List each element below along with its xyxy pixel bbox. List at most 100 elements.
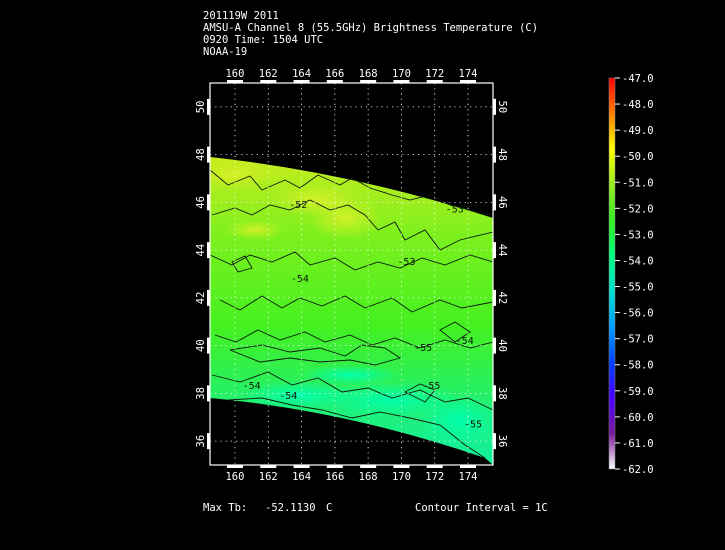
lon-label-bottom: 174: [459, 471, 478, 483]
lat-tick-left: [207, 289, 210, 306]
contour-label: -53: [446, 205, 464, 216]
title-line-4: NOAA-19: [203, 46, 248, 58]
lon-label-top: 170: [392, 68, 411, 80]
contour-lines: [210, 169, 493, 459]
lon-tick-bottom: [326, 465, 343, 468]
lat-label-left: 50: [195, 101, 207, 114]
contour-line: [210, 169, 493, 216]
lon-label-bottom: 164: [292, 471, 311, 483]
lat-tick-right: [493, 98, 496, 115]
contour-line: [439, 321, 471, 343]
colorbar-label: -52.0: [622, 203, 654, 215]
lon-label-top: 172: [425, 68, 444, 80]
lon-label-bottom: 172: [425, 471, 444, 483]
title-line-2: AMSU-A Channel 8 (55.5GHz) Brightness Te…: [203, 22, 539, 34]
max-tb-value: -52.1130: [265, 502, 316, 514]
lon-tick-top: [260, 80, 277, 83]
lon-tick-bottom: [226, 465, 243, 468]
lat-label-right: 36: [496, 435, 508, 448]
lon-tick-bottom: [260, 465, 277, 468]
lat-tick-right: [493, 242, 496, 259]
lon-label-top: 174: [459, 68, 478, 80]
lat-tick-right: [493, 146, 496, 163]
lon-tick-top: [293, 80, 310, 83]
contour-label: -52: [289, 200, 307, 211]
lat-label-right: 50: [496, 101, 508, 114]
cool-region: [420, 394, 493, 446]
lat-tick-right: [493, 433, 496, 450]
cool-region: [300, 365, 400, 385]
lat-tick-left: [207, 433, 210, 450]
colorbar-label: -59.0: [622, 386, 654, 398]
contour-label: -54: [243, 381, 261, 392]
title-line-3: 0920 Time: 1504 UTC: [203, 34, 324, 46]
contour-line: [219, 295, 493, 313]
colorbar-bar: [608, 77, 616, 470]
colorbar-label: -53.0: [622, 229, 654, 241]
warm-region: [307, 196, 383, 240]
lon-tick-top: [360, 80, 377, 83]
contour-label: -53: [397, 257, 415, 268]
contour-label: -54: [291, 274, 309, 285]
lon-tick-top: [226, 80, 243, 83]
lat-label-right: 44: [496, 244, 508, 257]
lat-tick-left: [207, 194, 210, 211]
contour-interval: Contour Interval = 1C: [415, 502, 548, 514]
lat-tick-right: [493, 337, 496, 354]
lat-label-right: 46: [496, 196, 508, 209]
lon-label-bottom: 162: [259, 471, 278, 483]
lon-tick-bottom: [360, 465, 377, 468]
lon-tick-bottom: [393, 465, 410, 468]
lat-tick-left: [207, 385, 210, 402]
contour-label: -55: [464, 419, 482, 430]
lon-tick-bottom: [426, 465, 443, 468]
colorbar-labels: -47.0 -48.0 -49.0 -50.0 -51.0 -52.0 -53.0 -54.0…: [615, 73, 654, 476]
lon-tick-top: [460, 80, 477, 83]
contour-labels: -52 -53 -53 -54 -55 -54 -54 -54 -55 -55: [243, 200, 482, 431]
lat-tick-left: [207, 242, 210, 259]
lat-label-right: 48: [496, 148, 508, 161]
colorbar-label: -62.0: [622, 464, 654, 476]
lat-label-left: 44: [195, 244, 207, 257]
colorbar-label: -49.0: [622, 125, 654, 137]
contour-label: -55: [422, 381, 440, 392]
lon-label-bottom: 170: [392, 471, 411, 483]
map-frame: [209, 82, 494, 466]
contour-line: [229, 344, 402, 366]
lon-tick-top: [426, 80, 443, 83]
lat-label-left: 42: [195, 292, 207, 305]
lat-tick-right: [493, 194, 496, 211]
lon-label-top: 166: [325, 68, 344, 80]
lat-label-right: 42: [496, 292, 508, 305]
colorbar-label: -51.0: [622, 177, 654, 189]
lon-label-bottom: 160: [225, 471, 244, 483]
lon-tick-top: [393, 80, 410, 83]
max-tb-label: Max Tb:: [203, 502, 248, 514]
contour-line: [210, 251, 493, 271]
colorbar-label: -50.0: [622, 151, 654, 163]
colorbar-label: -61.0: [622, 438, 654, 450]
colorbar-label: -47.0: [622, 73, 654, 85]
lon-label-top: 162: [259, 68, 278, 80]
lat-tick-left: [207, 337, 210, 354]
contour-line: [211, 371, 493, 411]
contour-line: [214, 329, 493, 349]
contour-label: -54: [279, 391, 297, 402]
lon-label-bottom: 168: [359, 471, 378, 483]
colorbar-label: -54.0: [622, 255, 654, 267]
colorbar-gradient: [608, 77, 616, 470]
lat-lon-grid: [210, 83, 493, 465]
lon-label-top: 164: [292, 68, 311, 80]
lon-tick-bottom: [293, 465, 310, 468]
lat-label-left: 36: [195, 435, 207, 448]
contour-line: [231, 255, 253, 273]
warm-region: [225, 220, 285, 240]
axis-ticks: 160 160 162 162 164 164 166 166 168 168 170 170 172 1…: [195, 68, 508, 483]
colorbar-label: -60.0: [622, 412, 654, 424]
lat-tick-right: [493, 385, 496, 402]
warm-region: [210, 161, 272, 189]
lat-label-left: 40: [195, 339, 207, 352]
lat-label-left: 38: [195, 387, 207, 400]
